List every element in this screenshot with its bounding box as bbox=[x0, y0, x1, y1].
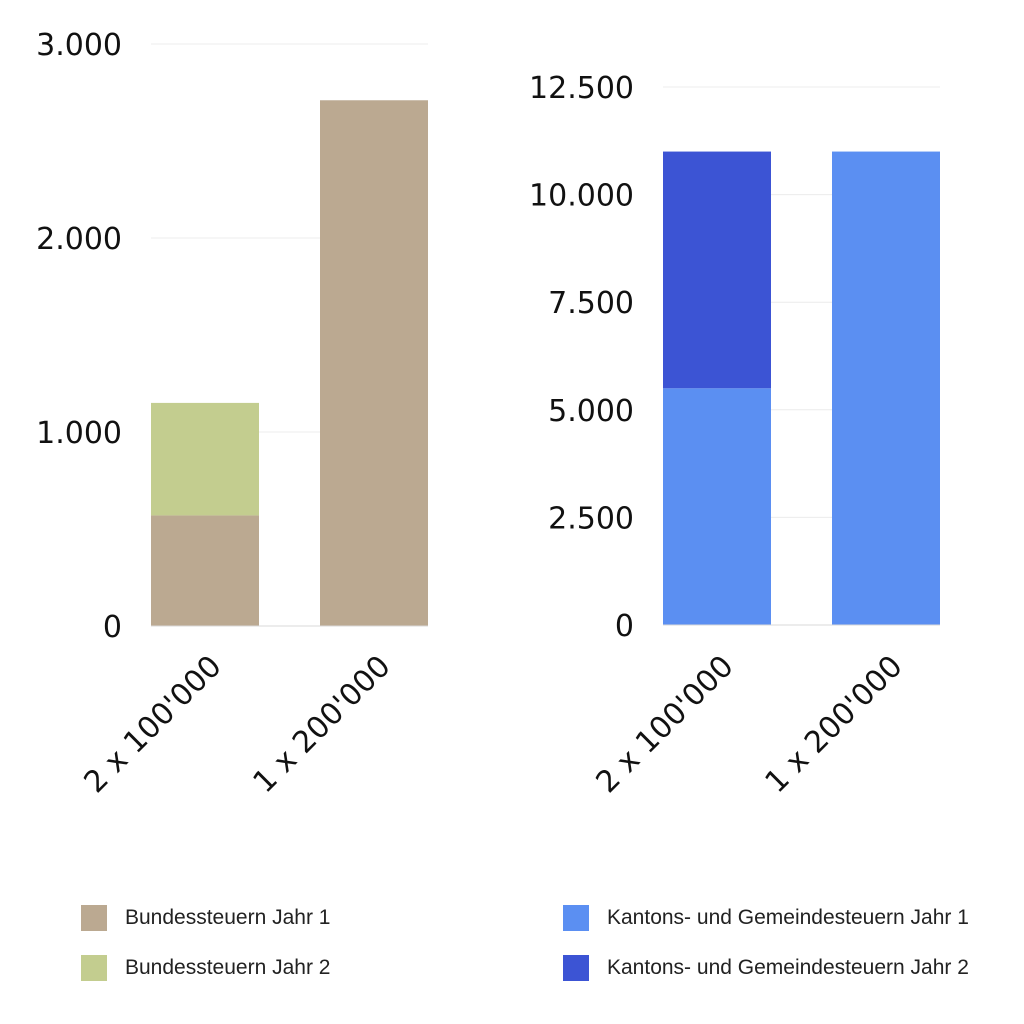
y-tick-label: 2.500 bbox=[548, 501, 634, 536]
bar-segment bbox=[832, 151, 940, 625]
legend-item-bundessteuern-jahr-2[interactable]: Bundessteuern Jahr 2 bbox=[81, 943, 330, 993]
x-tick-label: 1 x 200'000 bbox=[759, 649, 910, 800]
legend-right: Kantons- und Gemeindesteuern Jahr 1 Kant… bbox=[563, 893, 969, 993]
legend-item-kantonssteuern-jahr-2[interactable]: Kantons- und Gemeindesteuern Jahr 2 bbox=[563, 943, 969, 993]
bar-segment bbox=[663, 151, 771, 389]
y-tick-label: 10.000 bbox=[529, 179, 634, 214]
y-tick-label: 12.500 bbox=[529, 71, 634, 106]
legend-swatch bbox=[563, 905, 589, 931]
legend-label: Kantons- und Gemeindesteuern Jahr 2 bbox=[607, 956, 969, 979]
x-tick-label: 2 x 100'000 bbox=[78, 649, 229, 800]
y-tick-label: 0 bbox=[615, 609, 634, 644]
bar-segment bbox=[151, 515, 259, 626]
y-tick-label: 2.000 bbox=[36, 222, 122, 257]
legend-label: Bundessteuern Jahr 2 bbox=[125, 956, 331, 979]
y-tick-label: 5.000 bbox=[548, 394, 634, 429]
legend-label: Kantons- und Gemeindesteuern Jahr 1 bbox=[607, 906, 969, 929]
y-tick-label: 1.000 bbox=[36, 416, 122, 451]
bar-segment bbox=[320, 100, 428, 626]
y-tick-label: 0 bbox=[103, 610, 122, 645]
y-tick-label: 3.000 bbox=[36, 28, 122, 63]
legend-swatch bbox=[563, 955, 589, 981]
legend-item-kantonssteuern-jahr-1[interactable]: Kantons- und Gemeindesteuern Jahr 1 bbox=[563, 893, 969, 943]
legend-label: Bundessteuern Jahr 1 bbox=[125, 906, 331, 929]
legend-swatch bbox=[81, 905, 107, 931]
bar-segment bbox=[663, 388, 771, 625]
bar-segment bbox=[151, 402, 259, 516]
x-tick-label: 1 x 200'000 bbox=[247, 649, 398, 800]
legend-left: Bundessteuern Jahr 1 Bundessteuern Jahr … bbox=[81, 893, 330, 993]
legend-swatch bbox=[81, 955, 107, 981]
y-tick-label: 7.500 bbox=[548, 286, 634, 321]
legend-item-bundessteuern-jahr-1[interactable]: Bundessteuern Jahr 1 bbox=[81, 893, 330, 943]
x-tick-label: 2 x 100'000 bbox=[590, 649, 741, 800]
